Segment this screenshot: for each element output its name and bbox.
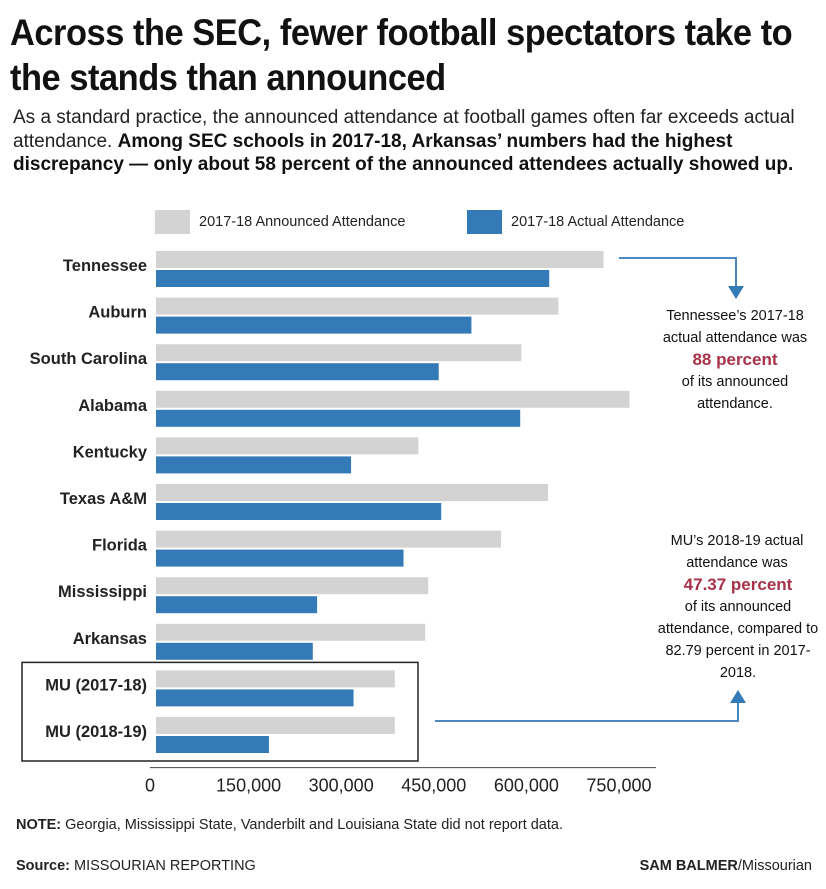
arrow-mu-head [730,690,746,703]
annotation-mu-before: MU’s 2018-19 actual attendance was [670,533,804,571]
headline: Across the SEC, fewer football spectator… [10,12,793,98]
annotation-mu-after: of its announced attendance, compared to… [657,599,819,681]
category-label-south-carolina: South Carolina [30,350,148,368]
annotation-tennessee-after: of its announced attendance. [681,374,789,412]
bar-announced-mu-2018-19 [156,717,395,734]
annotation-tennessee-pct: 88 percent [692,350,778,369]
arrow-mu [435,699,739,722]
legend-actual: 2017-18 Actual Attendance [467,210,684,234]
annotation-tennessee-before: Tennessee’s 2017-18 actual attendance wa… [662,308,808,346]
x-tick-label: 450,000 [401,776,466,796]
bar-actual-texas-a-m [156,503,442,520]
bar-announced-south-carolina [156,344,522,362]
bar-actual-alabama [156,409,521,427]
bar-announced-mu-2017-18 [156,670,395,688]
bar-actual-kentucky [156,456,352,474]
x-tick-label: 150,000 [216,776,281,796]
source-text: MISSOURIAN REPORTING [70,858,256,874]
credit-outlet: /Missourian [737,858,812,874]
legend-actual-label: 2017-18 Actual Attendance [511,214,685,230]
legend-announced-label: 2017-18 Announced Attendance [199,214,406,230]
bar-actual-arkansas [156,642,313,660]
annotation-mu: MU’s 2018-19 actual attendance was 47.37… [650,530,826,684]
bar-announced-mississippi [156,577,429,595]
x-tick-label: 300,000 [309,776,374,796]
category-label-auburn: Auburn [88,304,147,322]
category-label-florida: Florida [92,537,148,555]
x-tick-label: 0 [145,776,155,796]
category-label-mu-2017-18: MU (2017-18) [45,676,147,694]
bar-actual-auburn [156,316,472,334]
source-label: Source: [16,858,70,874]
source: Source: MISSOURIAN REPORTING [16,858,256,874]
x-tick-label: 600,000 [494,776,559,796]
bar-actual-florida [156,549,404,567]
legend-actual-swatch [467,210,502,234]
legend-announced-swatch [155,210,190,234]
bar-actual-south-carolina [156,363,439,381]
credit: SAM BALMER/Missourian [640,858,812,874]
bar-announced-florida [156,530,502,548]
bar-actual-tennessee [156,270,550,287]
category-label-mu-2018-19: MU (2018-19) [45,723,147,741]
bar-announced-tennessee [156,251,604,268]
category-label-alabama: Alabama [78,397,148,415]
category-label-texas-a-m: Texas A&M [60,490,147,508]
note: NOTE: Georgia, Mississippi State, Vander… [16,815,563,836]
credit-name: SAM BALMER [639,858,738,874]
x-tick-label: 750,000 [586,776,651,796]
bar-announced-auburn [156,297,559,315]
category-label-kentucky: Kentucky [73,443,148,461]
category-label-mississippi: Mississippi [58,583,147,601]
arrow-tennessee [619,257,737,292]
intro-plain: As a standard practice, the announced at… [13,107,795,152]
bar-announced-alabama [156,390,630,408]
highlight-box [21,661,419,762]
arrow-tennessee-head [728,286,744,299]
note-text: Georgia, Mississippi State, Vanderbilt a… [61,817,563,833]
annotation-mu-pct: 47.37 percent [683,575,793,594]
intro-bold: Among SEC schools in 2017-18, Arkansas’ … [13,130,794,176]
bar-announced-kentucky [156,437,419,455]
bar-announced-texas-a-m [156,484,548,501]
category-label-arkansas: Arkansas [73,630,147,648]
annotation-tennessee: Tennessee’s 2017-18 actual attendance wa… [640,305,826,415]
bar-actual-mu-2017-18 [156,689,354,707]
note-label: NOTE: [16,817,62,833]
bar-announced-arkansas [156,623,426,641]
legend-announced: 2017-18 Announced Attendance [155,210,405,234]
bar-actual-mississippi [156,596,318,614]
bar-actual-mu-2018-19 [156,736,269,753]
intro-text: As a standard practice, the announced at… [13,106,821,177]
category-label-tennessee: Tennessee [63,257,147,275]
